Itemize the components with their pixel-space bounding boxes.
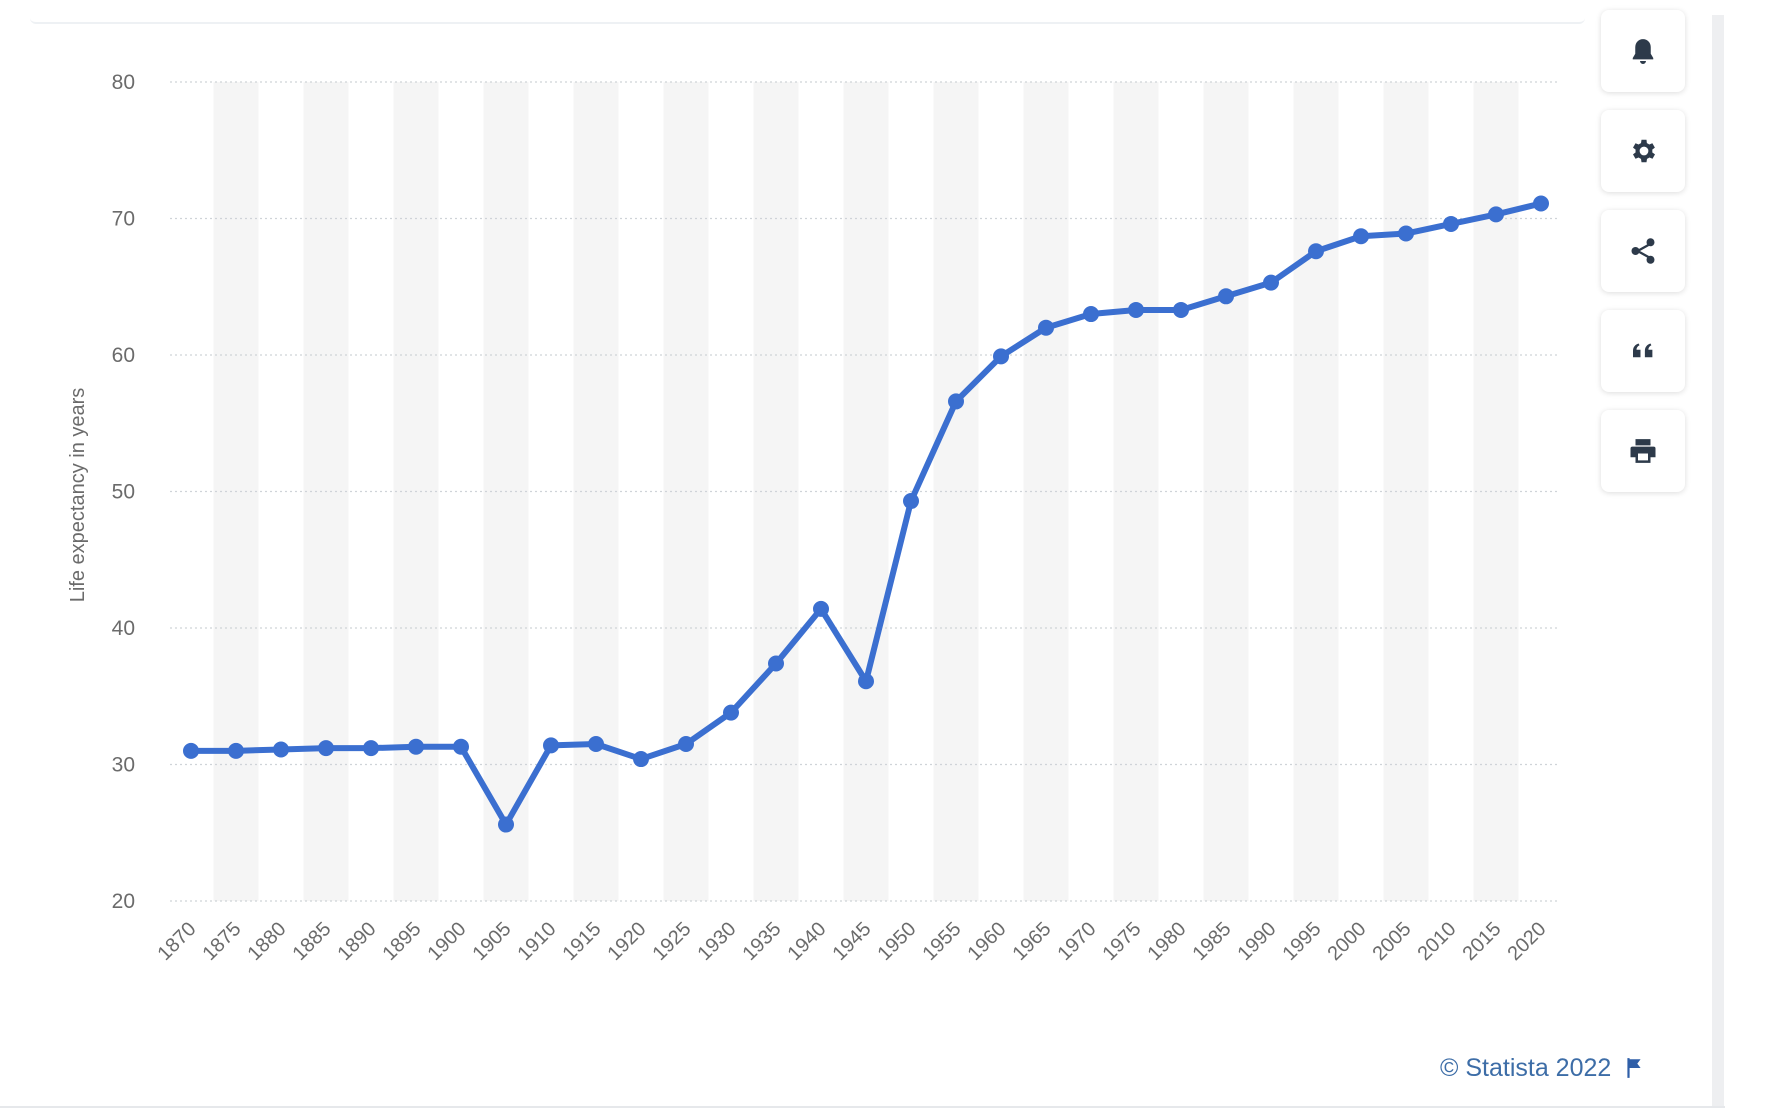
data-point <box>768 655 784 672</box>
data-point <box>1308 243 1324 260</box>
data-point <box>588 736 604 753</box>
statista-credit-link[interactable]: © Statista 2022 <box>1440 1050 1643 1086</box>
x-tick-label: 2000 <box>1324 918 1371 965</box>
notification-button[interactable] <box>1601 10 1685 92</box>
data-point <box>1353 228 1369 245</box>
x-tick-label: 1920 <box>604 918 651 965</box>
data-point <box>318 740 334 757</box>
data-point <box>633 751 649 768</box>
data-point <box>723 704 739 721</box>
x-tick-label: 1970 <box>1054 918 1101 965</box>
data-point <box>858 673 874 690</box>
data-point <box>363 740 379 757</box>
data-point <box>228 742 244 759</box>
x-tick-label: 1980 <box>1144 918 1191 965</box>
x-tick-label: 1910 <box>514 918 561 965</box>
share-button[interactable] <box>1601 210 1685 292</box>
data-point <box>678 736 694 753</box>
data-point <box>1488 206 1504 223</box>
x-tick-label: 2010 <box>1414 918 1461 965</box>
y-tick-label: 80 <box>112 71 135 94</box>
x-tick-label: 2020 <box>1504 918 1551 965</box>
data-point <box>948 393 964 410</box>
settings-button[interactable] <box>1601 110 1685 192</box>
top-panel-edge <box>30 0 1585 24</box>
data-point <box>1218 288 1234 305</box>
y-tick-label: 40 <box>112 617 135 640</box>
share-icon <box>1631 238 1655 264</box>
data-point <box>1173 301 1189 318</box>
data-point <box>1128 301 1144 318</box>
x-tick-label: 1965 <box>1009 918 1056 965</box>
y-axis-ticks: 20 30 40 50 60 70 80 <box>112 71 135 913</box>
y-tick-label: 30 <box>112 754 135 777</box>
x-tick-label: 1935 <box>739 918 786 965</box>
y-tick-label: 70 <box>112 208 135 231</box>
gear-icon <box>1633 139 1655 163</box>
x-tick-label: 1870 <box>154 918 201 965</box>
x-axis-ticks: 1870187518801885189018951900190519101915… <box>154 918 1551 965</box>
data-point <box>183 742 199 759</box>
x-tick-label: 1995 <box>1279 918 1326 965</box>
flag-icon <box>1627 1058 1641 1078</box>
x-tick-label: 1960 <box>964 918 1011 965</box>
x-tick-label: 1985 <box>1189 918 1236 965</box>
data-point <box>453 738 469 755</box>
data-point <box>903 493 919 510</box>
scrollbar[interactable] <box>1712 15 1724 1108</box>
data-point <box>1533 195 1549 212</box>
y-tick-label: 50 <box>112 481 135 504</box>
data-point <box>1038 319 1054 336</box>
print-icon <box>1630 439 1656 463</box>
quote-icon <box>1633 343 1653 358</box>
x-tick-label: 1955 <box>919 918 966 965</box>
cite-button[interactable] <box>1601 310 1685 392</box>
data-point <box>813 600 829 617</box>
x-tick-label: 1900 <box>424 918 471 965</box>
print-button[interactable] <box>1601 410 1685 492</box>
data-point <box>498 816 514 833</box>
data-point <box>273 741 289 758</box>
x-tick-label: 2005 <box>1369 918 1416 965</box>
x-tick-label: 1915 <box>559 918 606 965</box>
x-tick-label: 1945 <box>829 918 876 965</box>
series-life-expectancy[interactable] <box>183 195 1549 833</box>
data-point <box>408 738 424 755</box>
x-tick-label: 1875 <box>199 918 246 965</box>
x-tick-label: 1890 <box>334 918 381 965</box>
x-tick-label: 1990 <box>1234 918 1281 965</box>
bell-icon <box>1632 39 1654 64</box>
y-tick-label: 20 <box>112 890 135 913</box>
x-tick-label: 1895 <box>379 918 426 965</box>
data-point <box>1398 225 1414 242</box>
x-tick-label: 1885 <box>289 918 336 965</box>
x-tick-label: 1950 <box>874 918 921 965</box>
bottom-divider <box>0 1106 1725 1108</box>
x-tick-label: 1975 <box>1099 918 1146 965</box>
x-tick-label: 1940 <box>784 918 831 965</box>
y-axis-label: Life expectancy in years <box>67 388 89 603</box>
data-point <box>1443 215 1459 232</box>
x-tick-label: 1930 <box>694 918 741 965</box>
x-tick-label: 1880 <box>244 918 291 965</box>
x-tick-label: 2015 <box>1459 918 1506 965</box>
data-point <box>543 737 559 754</box>
x-tick-label: 1905 <box>469 918 516 965</box>
data-point <box>1083 306 1099 323</box>
y-tick-label: 60 <box>112 344 135 367</box>
data-point <box>1263 274 1279 291</box>
data-point <box>993 348 1009 365</box>
x-tick-label: 1925 <box>649 918 696 965</box>
credit-text: © Statista 2022 <box>1440 1053 1612 1082</box>
